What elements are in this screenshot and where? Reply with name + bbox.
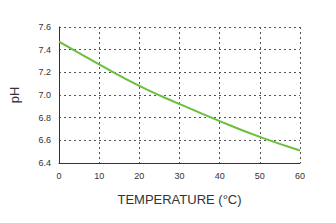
svg-text:7.2: 7.2 — [38, 67, 51, 77]
svg-text:50: 50 — [255, 171, 265, 181]
svg-text:30: 30 — [174, 171, 184, 181]
svg-text:40: 40 — [215, 171, 225, 181]
svg-text:pH: pH — [7, 87, 22, 104]
svg-text:7.6: 7.6 — [38, 22, 51, 32]
svg-text:10: 10 — [94, 171, 104, 181]
svg-text:7.4: 7.4 — [38, 45, 51, 55]
svg-text:TEMPERATURE (°C): TEMPERATURE (°C) — [117, 192, 241, 207]
svg-text:60: 60 — [295, 171, 305, 181]
svg-text:0: 0 — [56, 171, 61, 181]
svg-text:6.6: 6.6 — [38, 135, 51, 145]
svg-text:7.0: 7.0 — [38, 90, 51, 100]
svg-text:6.4: 6.4 — [38, 158, 51, 168]
svg-text:6.8: 6.8 — [38, 113, 51, 123]
svg-text:20: 20 — [134, 171, 144, 181]
